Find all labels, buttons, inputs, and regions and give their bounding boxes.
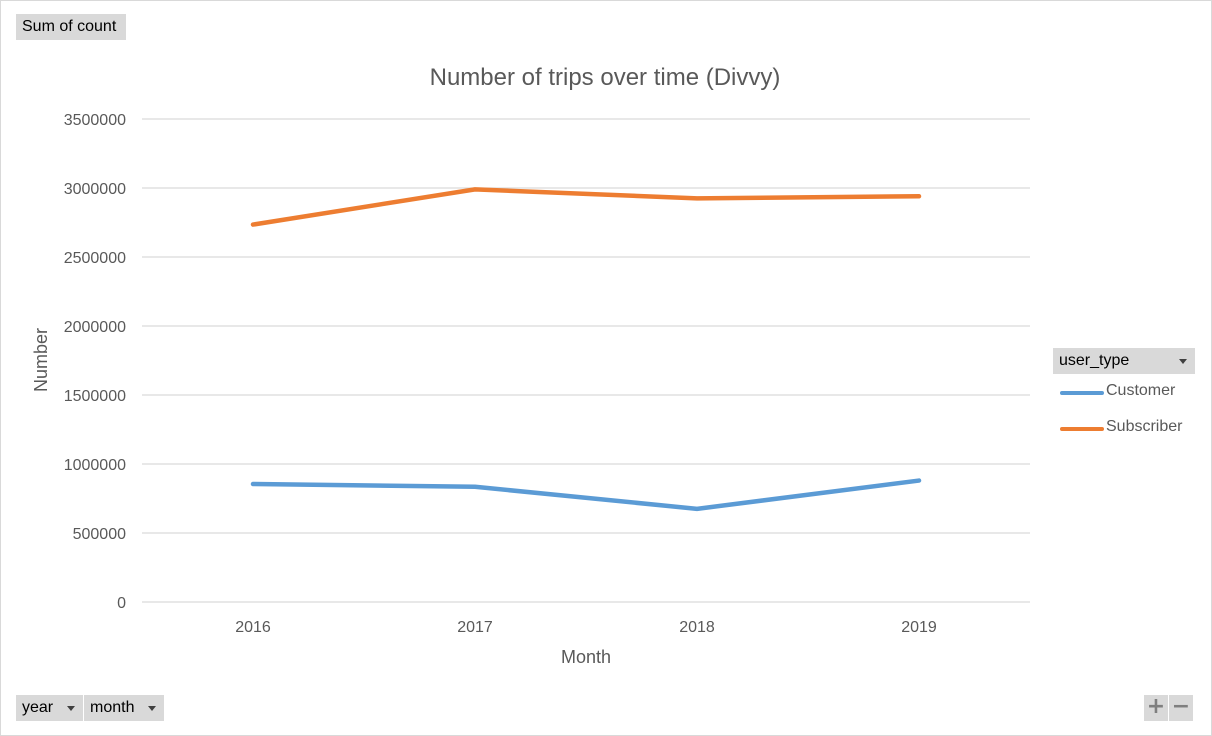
y-tick-label: 1500000 bbox=[64, 388, 126, 405]
y-tick-label: 500000 bbox=[73, 526, 126, 543]
axis-field-label: month bbox=[90, 699, 135, 716]
legend-swatch bbox=[1060, 427, 1104, 431]
y-tick-label: 3500000 bbox=[64, 112, 126, 129]
x-axis-ticks: 2016 2017 2018 2019 bbox=[235, 619, 937, 636]
series-line-subscriber[interactable] bbox=[250, 187, 922, 227]
values-field-button[interactable]: Sum of count bbox=[16, 14, 127, 40]
y-tick-label: 2000000 bbox=[64, 319, 126, 336]
chevron-down-icon bbox=[148, 706, 156, 711]
series-line-customer[interactable] bbox=[250, 478, 922, 512]
y-axis-ticks: 0 500000 1000000 1500000 2000000 2500000 30000… bbox=[64, 112, 126, 612]
chevron-down-icon bbox=[1179, 359, 1187, 364]
axis-field-button-month[interactable]: month bbox=[84, 695, 165, 721]
y-axis-label: Number bbox=[31, 328, 51, 392]
gridlines bbox=[142, 118, 1030, 603]
x-tick-label: 2016 bbox=[235, 619, 271, 636]
y-tick-label: 1000000 bbox=[64, 457, 126, 474]
axis-field-label: year bbox=[22, 699, 54, 716]
expand-button[interactable]: + bbox=[1144, 695, 1168, 721]
x-tick-label: 2019 bbox=[901, 619, 937, 636]
legend-field-label: user_type bbox=[1059, 352, 1130, 369]
values-field-label: Sum of count bbox=[22, 18, 117, 35]
x-tick-label: 2018 bbox=[679, 619, 715, 636]
chevron-down-icon bbox=[67, 706, 75, 711]
series-lines bbox=[250, 187, 922, 512]
collapse-button[interactable]: − bbox=[1169, 695, 1193, 721]
axis-field-button-year[interactable]: year bbox=[16, 695, 84, 721]
y-tick-label: 3000000 bbox=[64, 181, 126, 198]
chart-title: Number of trips over time (Divvy) bbox=[430, 64, 781, 91]
legend-label: Customer bbox=[1106, 382, 1176, 399]
legend-swatch bbox=[1060, 391, 1104, 395]
legend-label: Subscriber bbox=[1106, 418, 1183, 435]
x-axis-label: Month bbox=[561, 647, 611, 667]
y-tick-label: 2500000 bbox=[64, 250, 126, 267]
x-tick-label: 2017 bbox=[457, 619, 493, 636]
y-tick-label: 0 bbox=[117, 595, 126, 612]
legend-field-button[interactable]: user_type bbox=[1053, 348, 1196, 374]
